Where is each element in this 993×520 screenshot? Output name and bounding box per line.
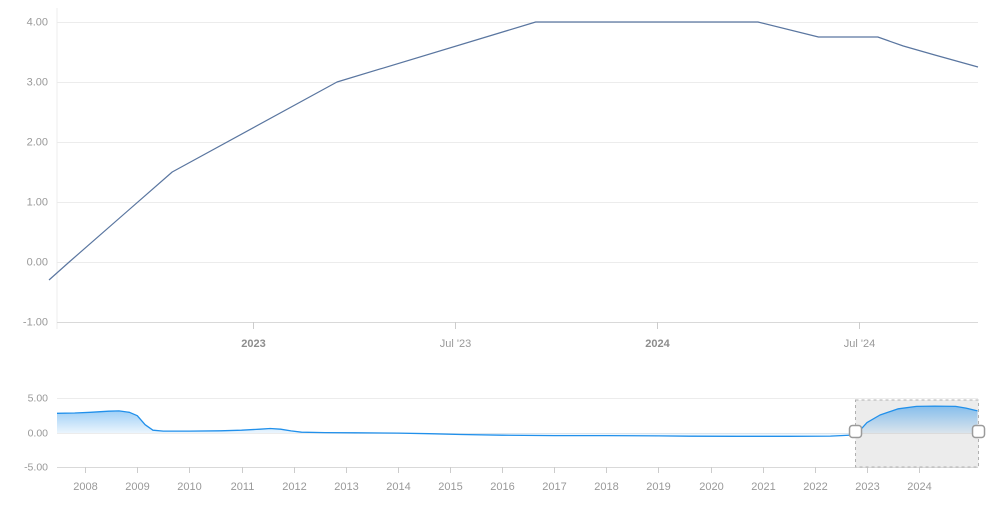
nav-x-tick-label: 2011 xyxy=(231,481,255,493)
nav-x-tick-label: 2010 xyxy=(177,481,201,493)
nav-x-tick-label: 2009 xyxy=(125,481,149,493)
nav-series-area xyxy=(57,406,978,437)
nav-x-tick-label: 2019 xyxy=(646,481,670,493)
nav-x-tick-label: 2014 xyxy=(386,481,410,493)
nav-x-tick-label: 2017 xyxy=(542,481,566,493)
main-plot-area[interactable] xyxy=(57,8,978,322)
main-y-tick-label: 0.00 xyxy=(27,256,48,268)
nav-y-tick-label: 5.00 xyxy=(28,392,49,404)
nav-series-line xyxy=(56,405,978,437)
main-y-tick-label: 2.00 xyxy=(27,136,48,148)
nav-y-tick-label: -5.00 xyxy=(24,461,48,473)
nav-x-tick-label: 2023 xyxy=(855,481,879,493)
nav-x-tick-label: 2018 xyxy=(594,481,618,493)
main-x-tick-label: 2024 xyxy=(645,338,670,350)
nav-x-tick-label: 2013 xyxy=(334,481,358,493)
main-y-tick-label: 3.00 xyxy=(27,76,48,88)
main-x-tick-label: 2023 xyxy=(241,338,265,350)
nav-handle-left[interactable] xyxy=(848,424,863,439)
main-series-line xyxy=(48,21,979,281)
main-y-tick-label: 1.00 xyxy=(27,196,48,208)
nav-x-tick-label: 2015 xyxy=(438,481,462,493)
main-x-tick-label: Jul '24 xyxy=(844,338,875,350)
nav-x-tick-label: 2008 xyxy=(73,481,97,493)
nav-x-tick-label: 2022 xyxy=(803,481,827,493)
main-y-tick-label: 4.00 xyxy=(27,16,48,28)
main-y-tick-label: -1.00 xyxy=(23,316,48,328)
nav-x-tick-label: 2021 xyxy=(751,481,775,493)
nav-x-tick-label: 2020 xyxy=(699,481,723,493)
nav-handle-right[interactable] xyxy=(971,424,986,439)
nav-x-tick-label: 2012 xyxy=(282,481,306,493)
nav-x-tick-label: 2016 xyxy=(490,481,514,493)
main-x-tick-label: Jul '23 xyxy=(440,338,471,350)
nav-x-tick-label: 2024 xyxy=(907,481,931,493)
nav-y-tick-label: 0.00 xyxy=(28,427,49,439)
